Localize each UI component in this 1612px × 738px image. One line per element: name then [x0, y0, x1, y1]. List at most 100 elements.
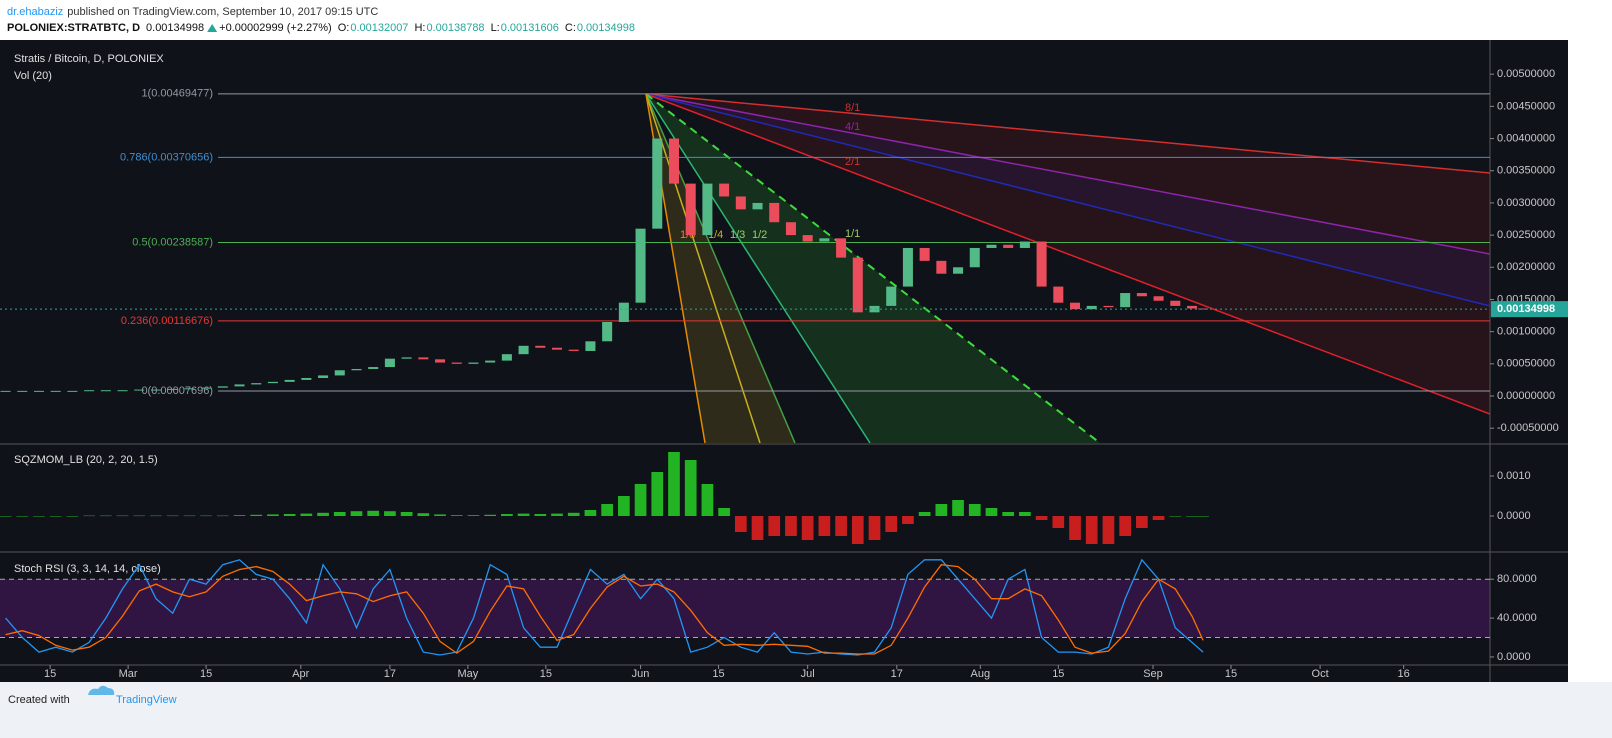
fib-label: 0(0.00007696): [141, 385, 213, 397]
symbol: POLONIEX:STRATBTC, D: [7, 22, 140, 34]
fib-label: 1(0.00469477): [141, 88, 213, 100]
momentum-bar: [835, 516, 847, 536]
momentum-bar: [801, 516, 814, 540]
momentum-bar: [968, 504, 981, 516]
candle-body: [819, 238, 830, 242]
momentum-bar: [1119, 516, 1132, 536]
ohlc-value: 0.00131606: [501, 22, 559, 34]
momentum-bar: [651, 472, 664, 516]
fan-label: 8/1: [845, 102, 860, 114]
candle-body: [785, 222, 796, 236]
momentum-bar: [1002, 512, 1015, 516]
candle-body: [1003, 244, 1014, 248]
candle-body: [1136, 293, 1147, 297]
candle-body: [735, 196, 746, 210]
pane-title: SQZMOM_LB (20, 2, 20, 1.5): [14, 454, 158, 466]
candle-body: [334, 370, 345, 376]
momentum-bar: [233, 515, 246, 516]
candle-body: [234, 384, 245, 387]
candle-body: [451, 362, 462, 364]
x-tick-label: Mar: [119, 668, 138, 680]
candle-body: [1186, 305, 1198, 309]
candle-body: [685, 183, 696, 236]
stoch-line: [5, 558, 1204, 656]
momentum-bar: [501, 514, 513, 516]
momentum-bar: [216, 515, 229, 517]
last-price-box: [1491, 301, 1568, 318]
candle-body: [368, 367, 379, 369]
momentum-bar: [49, 516, 62, 517]
candle-body: [1153, 296, 1164, 301]
y-tick-label: 0.00300000: [1497, 197, 1555, 209]
candle-body: [67, 390, 78, 392]
fan-label: 1/2: [752, 229, 767, 241]
candle-body: [33, 390, 45, 392]
candle-body: [969, 247, 980, 268]
momentum-bar: [1085, 516, 1098, 544]
momentum-bar: [785, 516, 797, 536]
fan-label: 4/1: [845, 121, 860, 133]
momentum-bar: [467, 515, 480, 516]
momentum-bar: [183, 515, 196, 517]
candle-body: [184, 388, 195, 390]
y-tick-label: 0.0000: [1497, 510, 1531, 522]
candle-body: [401, 357, 412, 359]
candle-body: [936, 260, 947, 274]
momentum-bar: [1102, 516, 1115, 544]
x-tick-label: 15: [1052, 668, 1064, 680]
momentum-bar: [300, 513, 313, 516]
momentum-bar: [484, 514, 497, 516]
momentum-bar: [985, 508, 998, 516]
y-tick-label: 40.0000: [1497, 612, 1537, 624]
pane-title: Stratis / Bitcoin, D, POLONIEX: [14, 53, 164, 65]
x-tick-label: 15: [200, 668, 212, 680]
candle-body: [17, 390, 28, 392]
candle-body: [602, 321, 613, 342]
y-tick-label: 0.00350000: [1497, 165, 1555, 177]
x-tick-label: 16: [1398, 668, 1410, 680]
footer-text: Created with: [8, 694, 70, 706]
momentum-bar: [818, 516, 831, 536]
x-tick-label: Jun: [632, 668, 650, 680]
candle-body: [501, 354, 512, 361]
candle-body: [217, 386, 228, 388]
last-price: 0.00134998: [146, 22, 204, 34]
candle-body: [919, 247, 930, 261]
momentum-bar: [166, 515, 179, 517]
publish-info: published on TradingView.com, September …: [67, 6, 378, 18]
footer-brand[interactable]: TradingView: [116, 694, 177, 706]
gann-fan: [645, 93, 1490, 443]
momentum-bar: [66, 516, 79, 517]
momentum-bar: [267, 514, 279, 516]
pane-title: Stoch RSI (3, 3, 14, 14, close): [14, 563, 161, 575]
candle-body: [485, 360, 496, 363]
candle-body: [435, 359, 446, 363]
momentum-bar: [701, 484, 714, 516]
momentum-bar: [1197, 516, 1209, 517]
fan-label: 2/1: [845, 156, 860, 168]
candle-body: [585, 341, 596, 351]
change-arrow: [207, 24, 218, 32]
momentum-bar: [634, 484, 647, 516]
candle-body: [1036, 241, 1047, 287]
candle-body: [167, 388, 178, 390]
candle-body: [769, 202, 780, 223]
fan-line: [645, 93, 1490, 415]
momentum-bar: [868, 516, 881, 540]
candle-body: [318, 375, 329, 378]
momentum-bar: [668, 452, 680, 516]
momentum-bar: [317, 512, 329, 516]
x-tick-label: Aug: [971, 668, 991, 680]
candle-body: [535, 345, 546, 348]
momentum-bar: [283, 514, 296, 516]
candle-body: [1086, 305, 1097, 310]
momentum-bar: [150, 515, 162, 517]
candle-body: [100, 390, 111, 392]
candle-body: [752, 202, 763, 210]
candle-body: [902, 247, 913, 287]
volume-label: Vol (20): [14, 70, 52, 82]
author-link[interactable]: dr.ehabaziz: [7, 6, 63, 18]
candle-body: [201, 387, 212, 389]
